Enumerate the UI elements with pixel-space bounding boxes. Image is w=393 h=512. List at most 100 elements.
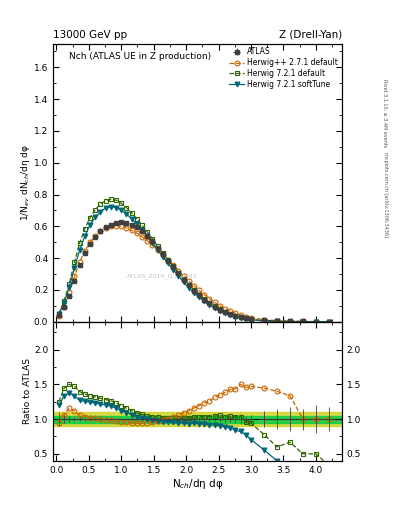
Herwig 7.2.1 softTune <box>191 290 196 296</box>
Bar <box>53 412 342 426</box>
Herwig 7.2.1 softTune <box>83 233 87 239</box>
Herwig++ 2.7.1 default <box>165 257 170 263</box>
Herwig 7.2.1 softTune <box>62 300 66 306</box>
Herwig 7.2.1 softTune <box>228 312 233 318</box>
Herwig 7.2.1 default <box>67 281 72 287</box>
Herwig 7.2.1 default <box>288 318 292 325</box>
Herwig 7.2.1 softTune <box>186 285 191 291</box>
Herwig++ 2.7.1 default <box>288 318 292 324</box>
Herwig++ 2.7.1 default <box>88 239 92 245</box>
Text: Z (Drell-Yan): Z (Drell-Yan) <box>279 30 342 40</box>
Herwig 7.2.1 default <box>155 243 160 249</box>
Herwig++ 2.7.1 default <box>275 317 279 324</box>
Herwig 7.2.1 default <box>119 200 123 206</box>
Herwig 7.2.1 default <box>327 318 331 325</box>
Herwig 7.2.1 softTune <box>238 315 243 321</box>
Herwig 7.2.1 softTune <box>327 318 331 325</box>
Herwig 7.2.1 default <box>249 316 253 322</box>
X-axis label: N$_{ch}$/dη dφ: N$_{ch}$/dη dφ <box>172 477 223 492</box>
Herwig 7.2.1 softTune <box>72 265 77 271</box>
Herwig 7.2.1 default <box>103 198 108 204</box>
Herwig++ 2.7.1 default <box>155 247 160 253</box>
Herwig 7.2.1 default <box>223 309 228 315</box>
Herwig++ 2.7.1 default <box>134 230 139 236</box>
Herwig 7.2.1 default <box>98 201 103 207</box>
Herwig 7.2.1 default <box>301 318 305 325</box>
Herwig++ 2.7.1 default <box>129 227 134 233</box>
Herwig 7.2.1 default <box>191 287 196 293</box>
Herwig++ 2.7.1 default <box>98 228 103 234</box>
Herwig 7.2.1 default <box>186 282 191 288</box>
Herwig++ 2.7.1 default <box>301 318 305 325</box>
Herwig++ 2.7.1 default <box>114 222 118 228</box>
Herwig++ 2.7.1 default <box>57 313 61 319</box>
Herwig 7.2.1 softTune <box>57 311 61 317</box>
Herwig 7.2.1 softTune <box>134 221 139 227</box>
Herwig 7.2.1 default <box>62 298 66 304</box>
Herwig 7.2.1 default <box>171 263 176 269</box>
Herwig 7.2.1 default <box>197 292 202 298</box>
Herwig 7.2.1 softTune <box>103 205 108 211</box>
Herwig 7.2.1 softTune <box>207 302 212 308</box>
Herwig 7.2.1 default <box>83 226 87 232</box>
Herwig 7.2.1 softTune <box>150 240 155 246</box>
Herwig++ 2.7.1 default <box>249 315 253 321</box>
Herwig 7.2.1 default <box>93 206 97 212</box>
Herwig 7.2.1 default <box>275 318 279 324</box>
Herwig++ 2.7.1 default <box>181 273 186 279</box>
Herwig++ 2.7.1 default <box>160 252 165 258</box>
Herwig 7.2.1 softTune <box>176 273 181 279</box>
Herwig++ 2.7.1 default <box>83 248 87 254</box>
Herwig++ 2.7.1 default <box>72 273 77 280</box>
Herwig 7.2.1 softTune <box>129 216 134 222</box>
Herwig 7.2.1 default <box>165 257 170 263</box>
Herwig 7.2.1 softTune <box>88 222 92 228</box>
Herwig 7.2.1 default <box>72 259 77 265</box>
Herwig 7.2.1 default <box>160 250 165 256</box>
Herwig 7.2.1 softTune <box>288 318 292 325</box>
Herwig 7.2.1 default <box>150 236 155 242</box>
Text: Rivet 3.1.10, ≥ 3.4M events: Rivet 3.1.10, ≥ 3.4M events <box>383 78 387 147</box>
Legend: ATLAS, Herwig++ 2.7.1 default, Herwig 7.2.1 default, Herwig 7.2.1 softTune: ATLAS, Herwig++ 2.7.1 default, Herwig 7.… <box>228 46 340 91</box>
Herwig++ 2.7.1 default <box>119 223 123 229</box>
Herwig 7.2.1 softTune <box>93 214 97 220</box>
Herwig 7.2.1 default <box>244 315 248 322</box>
Herwig++ 2.7.1 default <box>212 299 217 305</box>
Herwig++ 2.7.1 default <box>262 316 266 323</box>
Herwig 7.2.1 softTune <box>67 284 72 290</box>
Herwig++ 2.7.1 default <box>197 287 202 293</box>
Herwig++ 2.7.1 default <box>314 318 318 325</box>
Herwig 7.2.1 default <box>212 303 217 309</box>
Herwig++ 2.7.1 default <box>150 242 155 248</box>
Herwig++ 2.7.1 default <box>228 308 233 314</box>
Herwig++ 2.7.1 default <box>191 283 196 289</box>
Herwig 7.2.1 default <box>108 196 113 202</box>
Herwig 7.2.1 softTune <box>275 318 279 325</box>
Herwig++ 2.7.1 default <box>202 292 207 298</box>
Herwig++ 2.7.1 default <box>93 233 97 239</box>
Herwig 7.2.1 softTune <box>140 227 144 233</box>
Herwig 7.2.1 default <box>202 296 207 302</box>
Herwig 7.2.1 default <box>238 314 243 320</box>
Herwig 7.2.1 softTune <box>202 298 207 305</box>
Text: ATLAS_2019_I1720442: ATLAS_2019_I1720442 <box>127 273 198 279</box>
Herwig 7.2.1 softTune <box>212 305 217 311</box>
Herwig 7.2.1 softTune <box>77 247 82 253</box>
Herwig 7.2.1 default <box>114 197 118 203</box>
Herwig 7.2.1 softTune <box>314 318 318 325</box>
Herwig++ 2.7.1 default <box>186 278 191 284</box>
Herwig 7.2.1 default <box>262 317 266 324</box>
Herwig 7.2.1 softTune <box>98 208 103 215</box>
Bar <box>53 416 342 422</box>
Herwig 7.2.1 softTune <box>108 204 113 210</box>
Herwig 7.2.1 softTune <box>262 318 266 324</box>
Herwig 7.2.1 softTune <box>233 314 238 320</box>
Herwig 7.2.1 default <box>233 313 238 319</box>
Herwig++ 2.7.1 default <box>171 262 176 268</box>
Herwig 7.2.1 default <box>124 204 129 210</box>
Herwig++ 2.7.1 default <box>67 289 72 295</box>
Herwig 7.2.1 default <box>228 311 233 317</box>
Line: Herwig++ 2.7.1 default: Herwig++ 2.7.1 default <box>57 223 331 324</box>
Herwig 7.2.1 default <box>134 216 139 222</box>
Herwig++ 2.7.1 default <box>77 259 82 265</box>
